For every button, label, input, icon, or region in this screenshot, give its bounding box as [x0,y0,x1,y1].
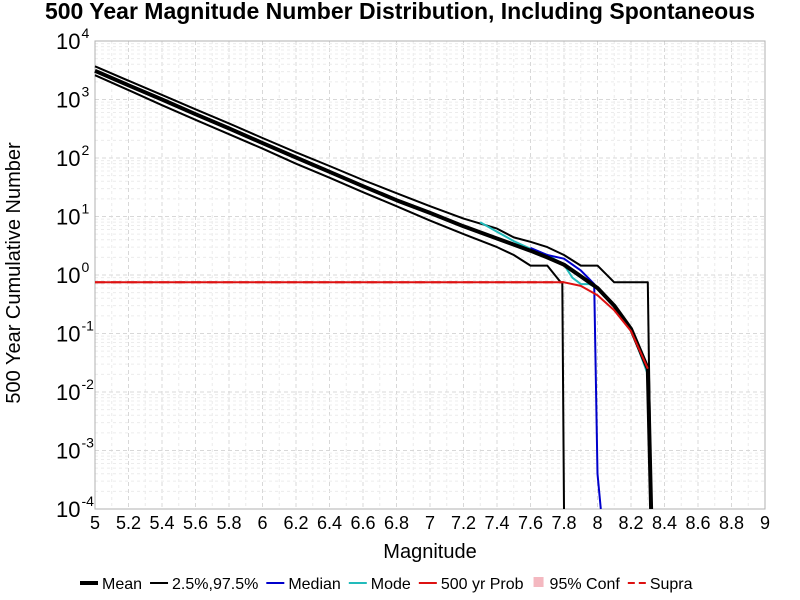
legend-label: 95% Conf [550,576,621,593]
legend-swatch [533,577,544,587]
x-tick-label: 7.8 [551,513,576,533]
series-prob500 [95,281,649,370]
y-axis-label: 500 Year Cumulative Number [3,142,25,404]
x-tick-label: 6.6 [350,513,375,533]
x-tick-label: 5.2 [116,513,141,533]
legend-item: 500 yr Prob [418,576,524,593]
y-tick-label: 100 [56,259,89,288]
x-tick-label: 8.2 [618,513,643,533]
legend-item: 95% Conf [533,576,621,593]
legend-item: Supra [627,576,693,593]
y-tick-label: 103 [56,84,89,113]
x-tick-label: 8.6 [685,513,710,533]
x-axis-label: Magnitude [383,541,476,563]
grid [94,41,765,510]
plot-frame [94,40,766,510]
y-tick-label: 10-4 [56,493,94,522]
x-tick-label: 6.8 [384,513,409,533]
legend-item: Median [266,576,341,593]
chart-title: 500 Year Magnitude Number Distribution, … [45,0,755,24]
x-tick-label: 7.6 [518,513,543,533]
y-tick-label: 101 [56,201,89,230]
series-median [530,246,602,510]
series-upper [94,65,653,510]
y-tick-label: 104 [56,25,89,54]
legend-label: 500 yr Prob [441,576,524,593]
legend-label: 2.5%,97.5% [172,576,258,593]
legend-label: Supra [650,576,693,593]
y-axis-ticks: 104 103 102 101 100 10-1 10-2 10-3 10-4 [56,25,94,522]
y-tick-label: 10-2 [56,376,94,405]
x-tick-label: 6 [257,513,267,533]
x-tick-label: 5.6 [183,513,208,533]
x-tick-label: 6.4 [317,513,342,533]
series-mean [94,68,654,510]
x-tick-label: 8.8 [719,513,744,533]
legend-label: Mean [102,576,142,593]
x-tick-label: 7.4 [484,513,509,533]
legend-item: Mean [80,576,142,593]
x-tick-label: 7.2 [451,513,476,533]
x-tick-label: 9 [760,513,770,533]
x-tick-label: 8 [592,513,602,533]
series-layer [94,65,654,510]
legend-label: Median [288,576,340,593]
x-tick-label: 5.8 [216,513,241,533]
legend: Mean 2.5%,97.5% Median Mode 500 yr Prob 95% C… [80,576,693,593]
y-tick-label: 102 [56,142,89,171]
x-tick-label: 5.4 [149,513,174,533]
x-tick-label: 5 [90,513,100,533]
legend-label: Mode [371,576,411,593]
y-tick-label: 10-1 [56,318,94,347]
x-tick-label: 7 [425,513,435,533]
x-tick-label: 6.2 [283,513,308,533]
series-lower [94,74,565,510]
legend-item: Mode [348,576,411,593]
y-tick-label: 10-3 [56,435,94,464]
x-axis-ticks: 5 5.2 5.4 5.6 5.8 6 6.2 6.4 6.6 6.8 7 7.2 7.4 7.6 7.8 8… [90,513,770,533]
legend-item: 2.5%,97.5% [150,576,258,593]
x-tick-label: 8.4 [652,513,677,533]
